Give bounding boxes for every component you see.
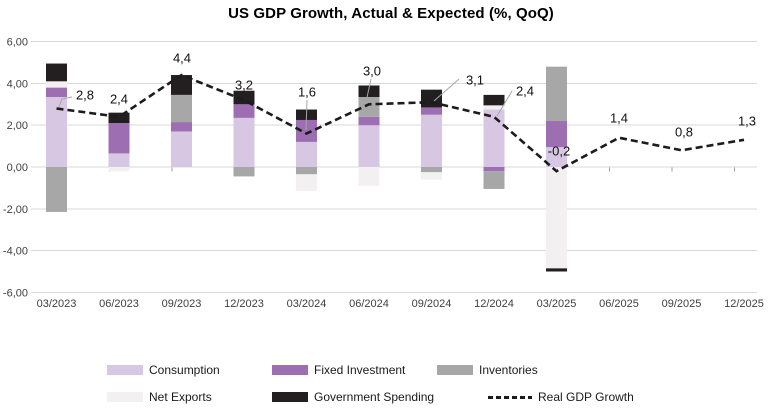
legend-item-consumption: Consumption	[107, 363, 220, 377]
legend-swatch-government-spending	[272, 392, 308, 402]
data-point-label: 1,6	[298, 85, 316, 100]
bar-segment-fixed-investment	[233, 104, 255, 118]
label-leader-line	[365, 78, 372, 103]
bar-segment-government-spending	[46, 63, 67, 82]
bar-segment-inventories	[46, 167, 67, 212]
bar-segment-fixed-investment	[421, 107, 442, 115]
legend-label-net-exports: Net Exports	[149, 390, 212, 404]
bar-segment-fixed-investment	[546, 121, 567, 148]
bar-segment-fixed-investment	[296, 119, 317, 142]
bar-segment-fixed-investment	[483, 167, 505, 172]
y-tick-label: 4,00	[7, 78, 28, 90]
bar-segment-government-spending	[483, 94, 505, 106]
bar-segment-consumption	[46, 96, 67, 167]
x-tick-label: 12/2024	[474, 298, 514, 310]
data-point-label: 2,8	[76, 88, 94, 103]
bar-segment-consumption	[171, 131, 192, 167]
x-tick-label: 03/2023	[37, 298, 77, 310]
data-point-label: 3,1	[466, 73, 484, 88]
data-point-label: 1,3	[738, 114, 756, 129]
label-leader-line	[496, 90, 513, 117]
bar-segment-net-exports	[483, 105, 505, 110]
bar-segment-net-exports	[546, 167, 567, 269]
data-point-label: 2,4	[110, 92, 128, 107]
chart-title: US GDP Growth, Actual & Expected (%, QoQ…	[228, 5, 554, 22]
data-point-label: 1,4	[610, 111, 628, 126]
y-tick-label: -6,00	[3, 287, 28, 299]
bar-segment-inventories	[358, 96, 380, 117]
data-point-label: 0,8	[675, 125, 693, 140]
bar-segment-fixed-investment	[46, 87, 67, 97]
bar-segment-government-spending	[108, 112, 130, 124]
x-tick-label: 06/2023	[99, 298, 139, 310]
legend-item-inventories: Inventories	[437, 363, 538, 377]
legend-item-real-gdp-growth: Real GDP Growth	[488, 390, 634, 404]
x-tick-label: 03/2025	[537, 298, 577, 310]
bar-segment-fixed-investment	[171, 122, 192, 132]
x-tick-label: 09/2024	[412, 298, 452, 310]
real-gdp-growth-line	[56, 73, 745, 173]
y-tick-label: 2,00	[7, 120, 28, 132]
bar-segment-inventories	[233, 167, 255, 177]
label-leader-line	[305, 99, 308, 131]
x-tick-label: 12/2025	[724, 298, 764, 310]
y-tick-label: -2,00	[3, 204, 28, 216]
bar-segment-government-spending	[233, 90, 255, 105]
data-point-label: 3,2	[235, 78, 253, 93]
y-tick-label: 6,00	[7, 37, 28, 49]
bar-segment-inventories	[171, 94, 192, 123]
bar-segment-net-exports	[108, 167, 130, 172]
x-tick-label: 09/2023	[162, 298, 202, 310]
x-tick-label: 09/2025	[662, 298, 702, 310]
y-tick-label: 0,00	[7, 162, 28, 174]
bar-segment-consumption	[546, 147, 567, 167]
legend-swatch-net-exports	[107, 392, 143, 402]
legend-label-consumption: Consumption	[149, 363, 220, 377]
y-tick-label: -4,00	[3, 246, 28, 258]
legend-label-inventories: Inventories	[479, 363, 538, 377]
bar-segment-inventories	[421, 167, 442, 173]
x-tick-label: 03/2024	[287, 298, 327, 310]
legend-swatch-fixed-investment	[272, 365, 308, 375]
bar-segment-fixed-investment	[358, 116, 380, 126]
legend-swatch-consumption	[107, 365, 143, 375]
label-leader-line	[433, 78, 460, 102]
bar-segment-consumption	[421, 114, 442, 167]
label-leader-line	[58, 96, 73, 109]
bar-segment-government-spending	[546, 268, 567, 272]
legend-label-fixed-investment: Fixed Investment	[314, 363, 406, 377]
data-point-label: 3,0	[363, 64, 381, 79]
legend-item-government-spending: Government Spending	[272, 390, 434, 404]
data-point-label: 4,4	[173, 51, 191, 66]
legend-dashed-line-sample	[488, 395, 532, 399]
legend-item-fixed-investment: Fixed Investment	[272, 363, 405, 377]
bar-segment-consumption	[108, 153, 130, 167]
data-point-label: 2,4	[516, 84, 534, 99]
bar-segment-government-spending	[358, 85, 380, 97]
bar-segment-inventories	[483, 171, 505, 189]
legend-label-government-spending: Government Spending	[314, 390, 435, 404]
bar-segment-government-spending	[421, 89, 442, 108]
bar-segment-government-spending	[171, 75, 192, 95]
bar-segment-consumption	[483, 109, 505, 167]
bar-segment-net-exports	[296, 174, 317, 192]
bar-segment-net-exports	[421, 172, 442, 180]
bar-segment-fixed-investment	[108, 123, 130, 154]
data-point-label: -0,2	[548, 144, 570, 159]
bar-segment-net-exports	[358, 167, 380, 186]
legend-label-real-gdp-growth: Real GDP Growth	[538, 390, 634, 404]
legend-swatch-inventories	[437, 365, 473, 375]
x-tick-label: 06/2025	[599, 298, 639, 310]
bar-segment-inventories	[296, 167, 317, 175]
chart-plot-area: 6,00 4,00 2,00 0,00 -2,00 -4,00 -6,00 2,8 2,4 4,4…	[3, 37, 764, 310]
legend-item-net-exports: Net Exports	[107, 390, 212, 404]
bar-segment-consumption	[358, 125, 380, 167]
bar-segment-consumption	[233, 117, 255, 167]
bar-segment-inventories	[546, 66, 567, 122]
x-tick-label: 12/2023	[224, 298, 264, 310]
x-tick-label: 06/2024	[349, 298, 389, 310]
bar-segment-net-exports	[46, 81, 67, 88]
bar-segment-consumption	[296, 141, 317, 167]
